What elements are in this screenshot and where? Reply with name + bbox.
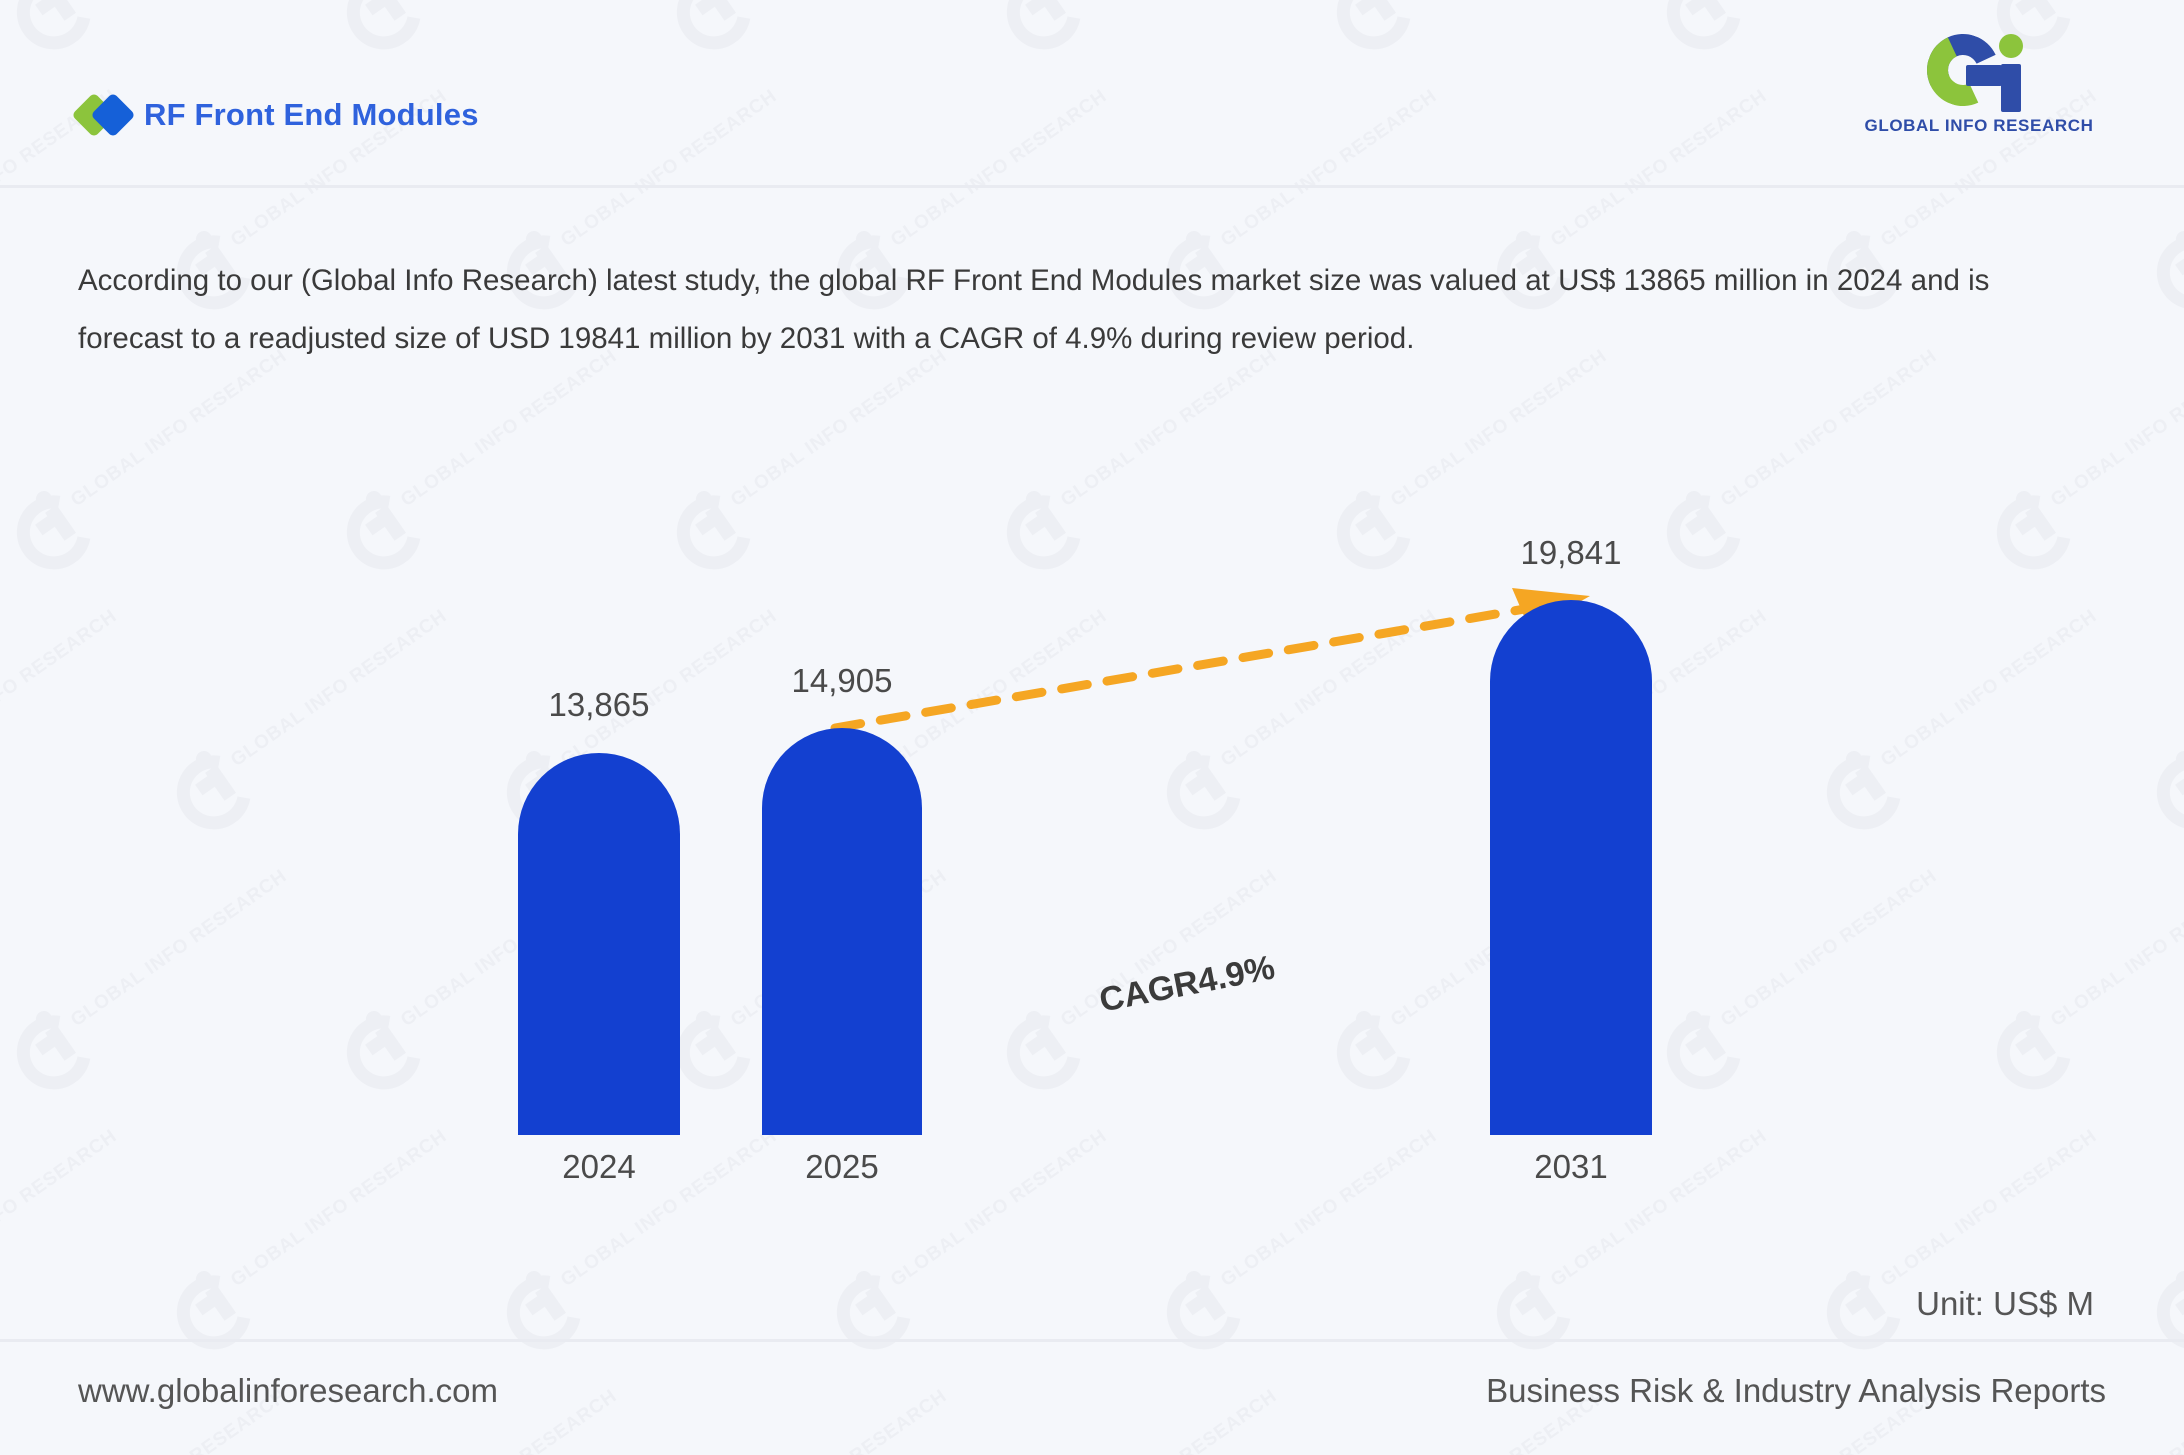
cagr-trend-arrow [830,588,1590,733]
bar-2024 [518,753,680,1135]
brand-logo: GLOBAL INFO RESEARCH [1844,23,2114,144]
bar-category-2025: 2025 [805,1148,879,1185]
bar-2025 [762,728,922,1135]
market-size-bar-chart: CAGR4.9% 13,865 2024 14,905 2025 19,841 … [0,400,2184,1340]
bar-value-2031: 19,841 [1520,534,1622,571]
bar-category-2031: 2031 [1534,1148,1608,1185]
intro-paragraph: According to our (Global Info Research) … [78,263,1990,355]
brand-name: GLOBAL INFO RESEARCH [1864,116,2094,135]
bar-2031 [1490,600,1652,1135]
page-header: RF Front End Modules GLOBAL INFO RESEARC… [0,0,2184,188]
page-footer: www.globalinforesearch.com Business Risk… [0,1339,2184,1455]
bar-value-2025: 14,905 [791,662,893,699]
gi-monogram-icon [2140,220,2184,324]
bar-category-2024: 2024 [562,1148,636,1185]
gi-monogram-icon [1916,23,2039,117]
bar-value-2024: 13,865 [548,686,650,723]
diamond-pair-icon [71,92,136,138]
footer-website-link[interactable]: www.globalinforesearch.com [78,1372,499,1409]
page-title: RF Front End Modules [144,97,479,132]
report-title-group: RF Front End Modules [71,92,479,138]
unit-label: Unit: US$ M [1916,1285,2094,1322]
footer-tagline: Business Risk & Industry Analysis Report… [1486,1372,2106,1409]
